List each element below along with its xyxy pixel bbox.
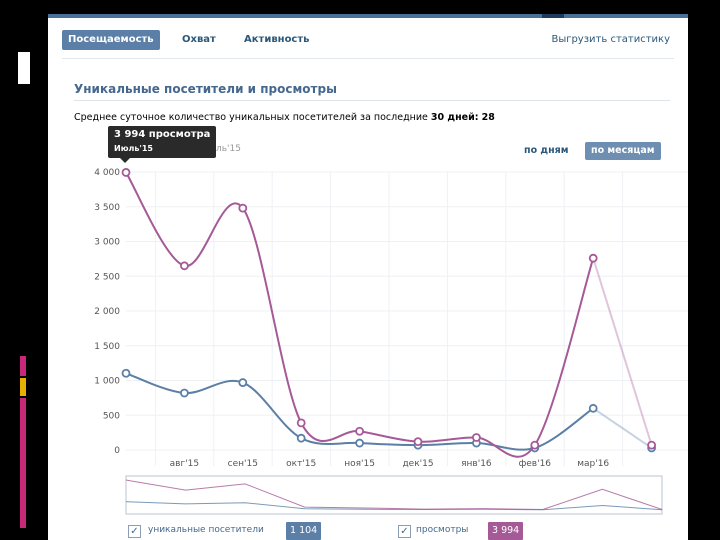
tooltip-shadow-text: ль'15: [216, 144, 241, 154]
legend-views: ✓ просмотры 3 994: [398, 522, 538, 540]
by-days-toggle[interactable]: по дням: [524, 145, 569, 156]
x-tick-label: фев'16: [519, 459, 552, 469]
visitors-point: [588, 403, 598, 413]
visitors-total-badge: 1 104: [286, 522, 322, 540]
legend-visitors: ✓ уникальные посетители 1 104: [128, 522, 328, 540]
visitors-point: [121, 368, 131, 378]
y-tick-label: 1 000: [94, 377, 120, 387]
views-overview-line: [125, 479, 663, 510]
views-total-badge: 3 994: [488, 522, 524, 540]
views-line: [125, 171, 595, 458]
tooltip-arrow-icon: [120, 158, 130, 163]
y-tick-label: 2 500: [94, 272, 120, 282]
views-point: [471, 433, 481, 442]
views-point: [296, 418, 306, 428]
x-tick-label: сен'15: [228, 459, 258, 469]
visitors-point: [238, 378, 248, 387]
decorative-bar: [20, 356, 26, 376]
decorative-block: [18, 52, 30, 84]
visits-chart: 4 000 3 500 3 000 2 500 2 000 1 500 1 000 500 0 а…: [94, 168, 688, 515]
visitors-overview-line: [125, 501, 663, 511]
y-tick-label: 0: [114, 446, 120, 456]
y-tick-label: 1 500: [94, 342, 120, 352]
x-tick-label: янв'16: [461, 459, 492, 469]
export-stats-link[interactable]: Выгрузить статистику: [551, 34, 670, 45]
top-header-marker: [542, 14, 564, 18]
y-tick-label: 2 000: [94, 307, 120, 317]
stats-panel: Посещаемость Охват Активность Выгрузить …: [48, 14, 688, 540]
decorative-bar: [20, 398, 26, 528]
tab-reach[interactable]: Охват: [182, 34, 216, 45]
x-tick-label: окт'15: [286, 459, 316, 469]
tabs-row: Посещаемость Охват Активность Выгрузить …: [48, 28, 688, 56]
divider: [62, 58, 674, 59]
summary-label: Среднее суточное количество уникальных п…: [74, 112, 428, 123]
legend-visitors-label: уникальные посетители: [148, 525, 264, 535]
views-checkbox[interactable]: ✓: [398, 525, 411, 538]
summary-value: 28: [481, 112, 495, 123]
visitors-point: [355, 438, 365, 448]
visitors-checkbox[interactable]: ✓: [128, 525, 141, 538]
x-tick-label: авг'15: [170, 459, 199, 469]
tab-activity[interactable]: Активность: [244, 34, 310, 45]
views-point: [647, 440, 656, 450]
top-header-strip: [48, 14, 688, 18]
views-line-partial: [592, 257, 653, 446]
tooltip-subtitle: Июль'15: [114, 144, 153, 153]
legend-views-label: просмотры: [416, 525, 469, 535]
x-tick-label: мар'16: [577, 459, 609, 469]
visitors-line: [125, 372, 594, 451]
visitors-point: [296, 433, 306, 443]
y-tick-label: 3 500: [94, 203, 120, 213]
y-tick-label: 500: [103, 411, 120, 421]
y-tick-label: 3 000: [94, 238, 120, 248]
x-tick-label: ноя'15: [344, 459, 375, 469]
tooltip-title: 3 994 просмотра: [114, 129, 211, 140]
by-months-toggle[interactable]: по месяцам: [585, 142, 661, 160]
tab-attendance[interactable]: Посещаемость: [62, 30, 160, 50]
decorative-bar: [20, 378, 26, 396]
views-point: [413, 437, 423, 447]
visitors-point: [179, 388, 189, 398]
summary-days: 30 дней:: [430, 112, 479, 123]
views-point: [588, 253, 598, 263]
views-point: [179, 261, 189, 271]
views-point: [530, 440, 540, 450]
x-tick-label: дек'15: [402, 459, 433, 469]
views-point: [121, 168, 131, 177]
section-title: Уникальные посетители и просмотры: [74, 82, 337, 96]
views-point: [355, 426, 365, 436]
y-tick-label: 4 000: [94, 168, 120, 178]
divider: [74, 100, 670, 101]
views-point: [238, 203, 248, 213]
chart-tooltip: 3 994 просмотра Июль'15: [108, 126, 216, 163]
summary-text: Среднее суточное количество уникальных п…: [74, 112, 495, 123]
